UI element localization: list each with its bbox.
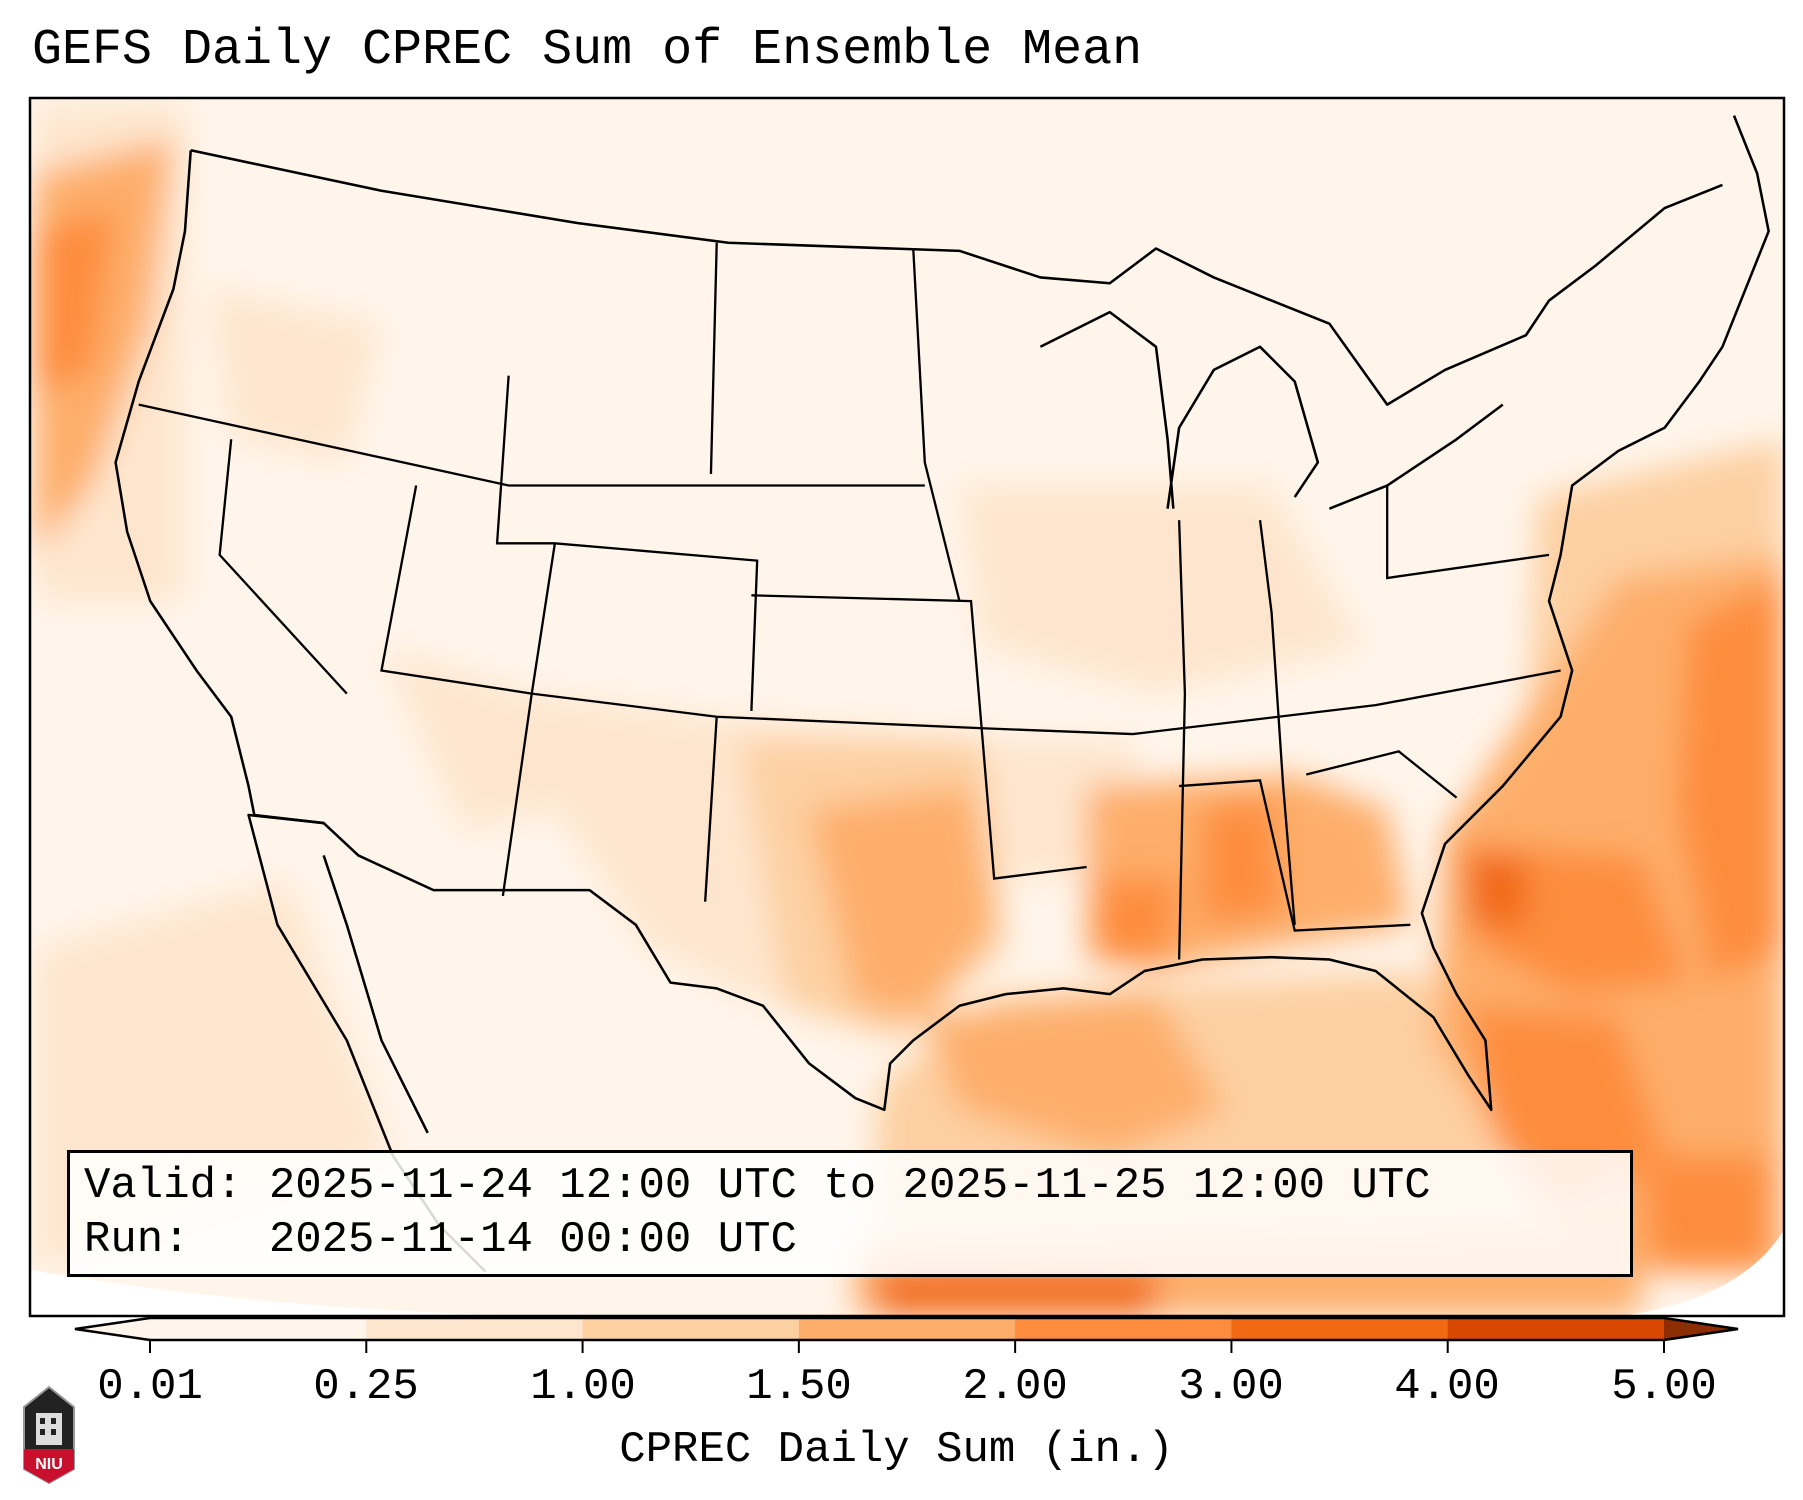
precip-field (30, 98, 1784, 1316)
colorbar-segment (1231, 1318, 1449, 1340)
colorbar-segment (1015, 1318, 1232, 1340)
colorbar-segment (366, 1318, 584, 1340)
logo-text: NIU (35, 1456, 63, 1473)
colorbar-tick-label: 1.50 (746, 1362, 852, 1412)
run-label: Run: (84, 1215, 190, 1265)
run-line: Run: 2025-11-14 00:00 UTC (84, 1213, 1616, 1267)
chart-title: GEFS Daily CPREC Sum of Ensemble Mean (32, 22, 1143, 79)
valid-label: Valid: (84, 1161, 243, 1211)
colorbar-tick-label: 4.00 (1394, 1362, 1500, 1412)
valid-value: 2025-11-24 12:00 UTC to 2025-11-25 12:00… (268, 1161, 1431, 1211)
colorbar (74, 1316, 1739, 1353)
colorbar-segment (798, 1318, 1016, 1340)
colorbar-extend-high (1664, 1318, 1738, 1340)
valid-line: Valid: 2025-11-24 12:00 UTC to 2025-11-2… (84, 1159, 1616, 1213)
niu-logo-icon: NIU (23, 1385, 75, 1485)
map-frame (28, 96, 1786, 1318)
colorbar-label: CPREC Daily Sum (in.) (619, 1425, 1174, 1475)
colorbar-tick-label: 0.01 (97, 1362, 203, 1412)
run-value: 2025-11-14 00:00 UTC (268, 1215, 797, 1265)
colorbar-extend-low (75, 1318, 150, 1340)
colorbar-segment (1447, 1318, 1665, 1340)
colorbar-tick-label: 5.00 (1611, 1362, 1717, 1412)
colorbar-segment (150, 1318, 367, 1340)
colorbar-tick-label: 2.00 (962, 1362, 1068, 1412)
colorbar-label-row: CPREC Daily Sum (in.) (0, 1425, 1803, 1475)
colorbar-tick-label: 1.00 (530, 1362, 636, 1412)
colorbar-tick-label: 3.00 (1178, 1362, 1284, 1412)
coastlines-and-borders (114, 115, 1770, 1273)
valid-run-info-box: Valid: 2025-11-24 12:00 UTC to 2025-11-2… (67, 1150, 1633, 1277)
colorbar-tick-label: 0.25 (313, 1362, 419, 1412)
colorbar-segment (582, 1318, 800, 1340)
state-borders (138, 242, 1561, 960)
